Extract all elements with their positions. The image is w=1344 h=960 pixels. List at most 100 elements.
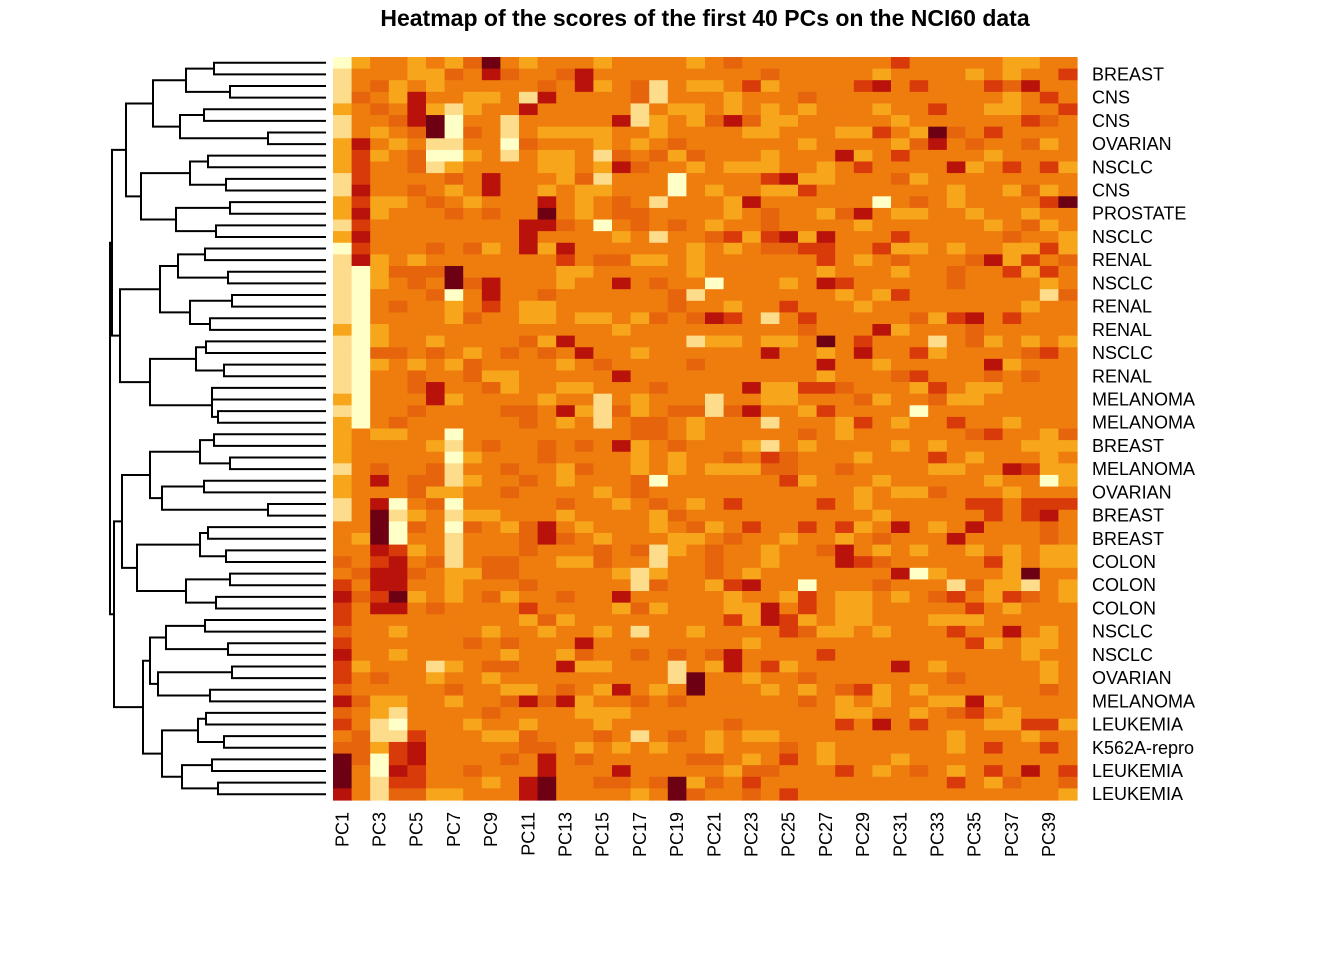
heatmap-cell — [426, 649, 446, 662]
heatmap-cell — [798, 184, 818, 197]
heatmap-cell — [1002, 103, 1022, 116]
row-label: BREAST — [1092, 436, 1164, 456]
heatmap-cell — [388, 463, 408, 476]
heatmap-cell — [630, 138, 650, 151]
heatmap-cell — [984, 660, 1004, 673]
heatmap-cell — [388, 80, 408, 93]
heatmap-cell — [705, 126, 725, 139]
heatmap-cell — [1058, 649, 1078, 662]
heatmap-cell — [444, 683, 464, 697]
heatmap-cell — [444, 393, 464, 406]
heatmap-cell — [1021, 567, 1041, 581]
heatmap-cell — [593, 463, 613, 476]
heatmap-cell — [388, 532, 408, 546]
heatmap-cell — [649, 498, 669, 511]
heatmap-cell — [667, 451, 687, 464]
heatmap-cell — [760, 463, 780, 476]
heatmap-cell — [481, 451, 501, 464]
heatmap-cell — [1058, 68, 1078, 81]
heatmap-cell — [463, 393, 483, 406]
heatmap-cell — [556, 382, 576, 395]
heatmap-cell — [946, 625, 966, 639]
heatmap-cell — [407, 672, 427, 685]
heatmap-cell — [779, 474, 799, 488]
heatmap-cell — [1021, 672, 1041, 685]
heatmap-cell — [574, 695, 594, 708]
heatmap-cell — [407, 509, 427, 522]
heatmap-cell — [965, 660, 985, 673]
heatmap-cell — [891, 91, 911, 105]
heatmap-cell — [574, 660, 594, 673]
row-label: COLON — [1092, 575, 1156, 595]
heatmap-cell — [649, 80, 669, 93]
heatmap-cell — [686, 660, 706, 673]
heatmap-cell — [798, 103, 818, 116]
heatmap-cell — [779, 382, 799, 395]
heatmap-cell — [1021, 486, 1041, 499]
heatmap-cell — [481, 265, 501, 279]
heatmap-cell — [946, 741, 966, 755]
dendrogram-branch — [267, 502, 326, 517]
heatmap-cell — [928, 765, 948, 778]
heatmap-cell — [593, 509, 613, 522]
heatmap-cell — [1058, 672, 1078, 685]
heatmap-cell — [946, 579, 966, 592]
heatmap-cell — [537, 440, 557, 453]
heatmap-cell — [556, 161, 576, 174]
heatmap-cell — [351, 695, 371, 708]
heatmap-cell — [333, 602, 353, 615]
heatmap-cell — [407, 161, 427, 174]
heatmap-cell — [1002, 68, 1022, 81]
heatmap-cell — [1002, 637, 1022, 650]
heatmap-cell — [1021, 196, 1041, 209]
heatmap-cell — [965, 567, 985, 581]
heatmap-cell — [1021, 80, 1041, 93]
heatmap-cell — [946, 660, 966, 673]
heatmap-cell — [760, 509, 780, 522]
heatmap-cell — [388, 718, 408, 731]
heatmap-cell — [649, 776, 669, 789]
heatmap-cell — [779, 80, 799, 93]
dendrogram-branch — [203, 479, 326, 494]
heatmap-cell — [816, 463, 836, 476]
heatmap-cell — [779, 567, 799, 581]
heatmap-cell — [853, 80, 873, 93]
heatmap-cell — [388, 660, 408, 673]
heatmap-cell — [723, 219, 743, 232]
heatmap-cell — [1002, 265, 1022, 279]
heatmap-cell — [1058, 324, 1078, 337]
heatmap-cell — [1039, 741, 1059, 755]
heatmap-cell — [760, 265, 780, 279]
heatmap-cell — [667, 91, 687, 105]
heatmap-cell — [909, 382, 929, 395]
heatmap-cell — [686, 614, 706, 627]
heatmap-cell — [965, 80, 985, 93]
heatmap-cell — [816, 451, 836, 464]
heatmap-cell — [928, 382, 948, 395]
heatmap-cell — [835, 289, 855, 302]
heatmap-cell — [333, 80, 353, 93]
heatmap-cell — [928, 463, 948, 476]
heatmap-cell — [872, 242, 892, 255]
heatmap-cell — [686, 649, 706, 662]
heatmap-cell — [407, 358, 427, 372]
heatmap-cell — [667, 567, 687, 581]
heatmap-cell — [798, 219, 818, 232]
dendrogram-branch — [229, 572, 326, 587]
heatmap-cell — [370, 242, 390, 255]
heatmap-cell — [593, 358, 613, 372]
heatmap-cell — [463, 416, 483, 430]
heatmap-cell — [984, 207, 1004, 221]
heatmap-cell — [333, 196, 353, 209]
heatmap-cell — [742, 556, 762, 569]
heatmap-cell — [574, 625, 594, 639]
dendrogram-branch — [217, 410, 326, 424]
heatmap-cell — [426, 358, 446, 372]
heatmap-cell — [760, 138, 780, 151]
heatmap-cell — [798, 567, 818, 581]
heatmap-cell — [481, 382, 501, 395]
heatmap-cell — [686, 405, 706, 418]
heatmap-cell — [686, 730, 706, 743]
heatmap-cell — [1002, 614, 1022, 627]
heatmap-cell — [686, 138, 706, 151]
